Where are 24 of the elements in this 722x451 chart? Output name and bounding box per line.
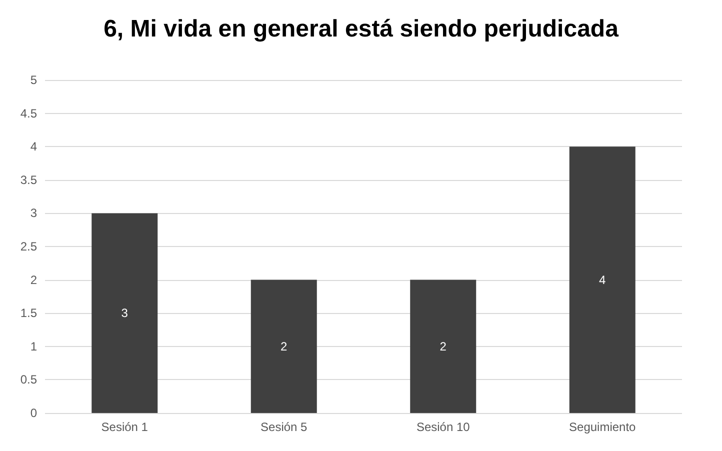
y-tick-label: 3.5	[20, 172, 38, 187]
y-tick-label: 1	[30, 339, 38, 354]
x-tick-label: Sesión 5	[260, 420, 308, 434]
x-tick-label: Seguimiento	[569, 420, 636, 434]
data-label: 4	[599, 272, 606, 287]
chart-title: 6, Mi vida en general está siendo perjudicada	[104, 16, 620, 42]
data-label: 3	[121, 306, 128, 320]
y-tick-label: 4	[30, 140, 38, 154]
data-label: 2	[280, 339, 288, 354]
data-label: 2	[440, 339, 447, 354]
y-tick-label: 2.5	[20, 240, 38, 254]
y-tick-label: 0.5	[20, 372, 38, 387]
bar	[410, 280, 476, 413]
bar	[569, 146, 636, 413]
y-tick-label: 2	[30, 272, 38, 287]
y-tick-label: 4.5	[20, 106, 38, 120]
x-tick-label: Sesión 1	[101, 420, 148, 434]
y-tick-label: 0	[30, 406, 38, 420]
y-tick-label: 5	[30, 73, 38, 87]
y-tick-label: 1.5	[20, 306, 38, 320]
bar	[250, 280, 317, 413]
y-tick-label: 3	[30, 206, 38, 220]
x-tick-label: Sesión 10	[416, 420, 470, 434]
bar	[92, 213, 158, 413]
